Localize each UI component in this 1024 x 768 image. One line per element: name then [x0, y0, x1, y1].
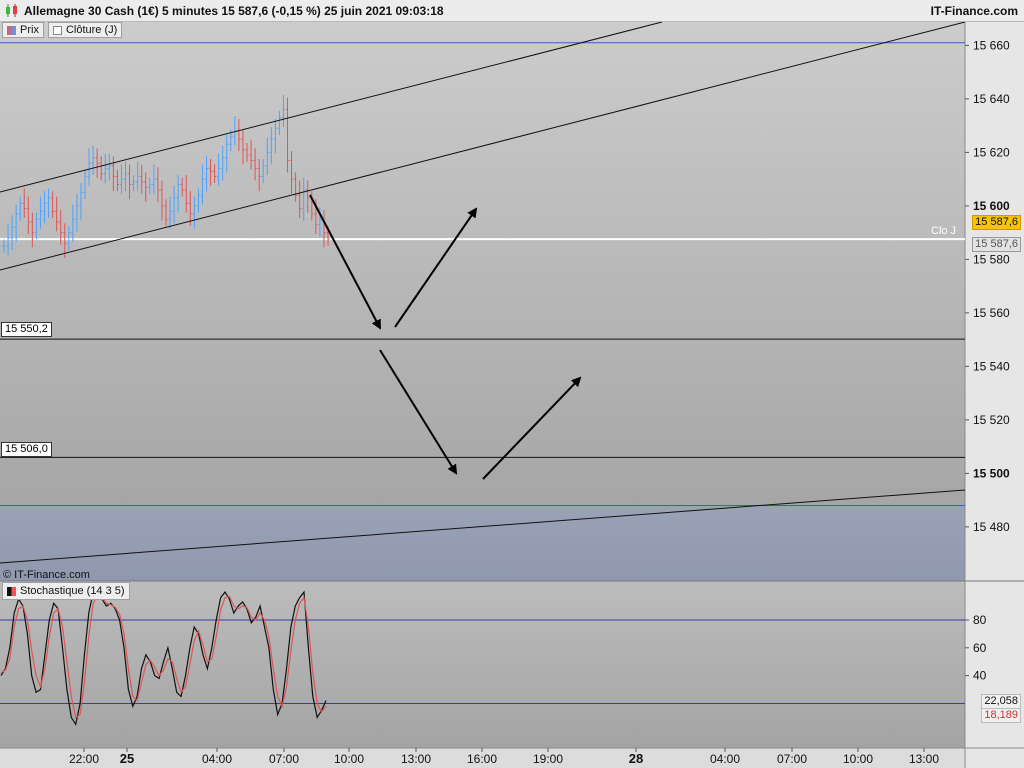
- time-tick-label: 10:00: [843, 752, 873, 766]
- brand-label: IT-Finance.com: [930, 4, 1018, 18]
- price-swatch-icon: [7, 25, 16, 35]
- price-tick-label: 15 540: [973, 359, 1010, 373]
- time-tick-label: 25: [120, 751, 134, 766]
- price-tick-label: 15 660: [973, 38, 1010, 52]
- close-swatch-icon: [52, 25, 62, 35]
- stoch-tick-label: 60: [973, 641, 987, 655]
- time-tick-label: 04:00: [710, 752, 740, 766]
- stochastic-swatch-icon: [7, 586, 16, 596]
- time-tick-label: 07:00: [777, 752, 807, 766]
- time-tick-label: 07:00: [269, 752, 299, 766]
- price-tick-label: 15 520: [973, 413, 1010, 427]
- legend-price[interactable]: Prix: [2, 22, 44, 38]
- stochastic-legend[interactable]: Stochastique (14 3 5): [2, 582, 130, 600]
- price-pane-lower-bg: [0, 505, 965, 581]
- price-tick-label: 15 620: [973, 145, 1010, 159]
- stoch-k-tag: 22,058: [981, 694, 1021, 709]
- price-tick-label: 15 580: [973, 252, 1010, 266]
- time-tick-label: 13:00: [909, 752, 939, 766]
- candlestick-icon: [6, 4, 17, 17]
- price-tick-label: 15 480: [973, 520, 1010, 534]
- trendline: [0, 22, 966, 271]
- price-tick-label: 15 640: [973, 92, 1010, 106]
- price-tick-label: 15 500: [973, 466, 1010, 480]
- price-legend: Prix Clôture (J): [2, 22, 123, 38]
- scenario-arrow: [309, 194, 381, 330]
- legend-close-label: Clôture (J): [65, 24, 118, 36]
- time-tick-label: 04:00: [202, 752, 232, 766]
- time-axis-bg: [0, 748, 965, 768]
- stoch-tick-label: 80: [973, 613, 987, 627]
- time-tick-label: 10:00: [334, 752, 364, 766]
- last-price-tag: 15 587,6: [972, 215, 1021, 230]
- time-tick-label: 13:00: [401, 752, 431, 766]
- level-label-1: 15 550,2: [1, 322, 52, 337]
- stochastic-pane-bg: [0, 581, 965, 748]
- price-tick-label: 15 600: [973, 199, 1010, 213]
- legend-close[interactable]: Clôture (J): [47, 22, 123, 38]
- trendline: [0, 489, 966, 564]
- stoch-d-line: [0, 594, 327, 719]
- price-tick-label: 15 560: [973, 306, 1010, 320]
- price-chart-svg[interactable]: 15 660 15 640 15 620 15 600 15 580 15 560 15 5…: [0, 22, 1024, 768]
- copyright-label: © IT-Finance.com: [3, 569, 90, 581]
- legend-price-label: Prix: [20, 24, 39, 36]
- stoch-d-tag: 18,189: [981, 708, 1021, 723]
- level-label-2: 15 506,0: [1, 442, 52, 457]
- time-tick-label: 28: [629, 751, 643, 766]
- time-tick-label: 19:00: [533, 752, 563, 766]
- title-bar: Allemagne 30 Cash (1€) 5 minutes 15 587,…: [0, 0, 1024, 22]
- stochastic-label: Stochastique (14 3 5): [20, 585, 125, 597]
- close-price-tag: 15 587,6: [972, 237, 1021, 252]
- scenario-arrow: [482, 376, 582, 480]
- time-tick-label: 22:00: [69, 752, 99, 766]
- stoch-tick-label: 40: [973, 669, 987, 683]
- scenario-arrow: [379, 349, 458, 475]
- scenario-arrow: [394, 207, 478, 328]
- price-pane-bg: [0, 22, 965, 506]
- right-axis-bg: [965, 22, 1024, 768]
- stoch-k-line: [0, 590, 327, 726]
- close-line-label: Clo J: [931, 225, 957, 237]
- trendline: [0, 22, 663, 193]
- chart-title: Allemagne 30 Cash (1€) 5 minutes 15 587,…: [24, 4, 444, 18]
- time-tick-label: 16:00: [467, 752, 497, 766]
